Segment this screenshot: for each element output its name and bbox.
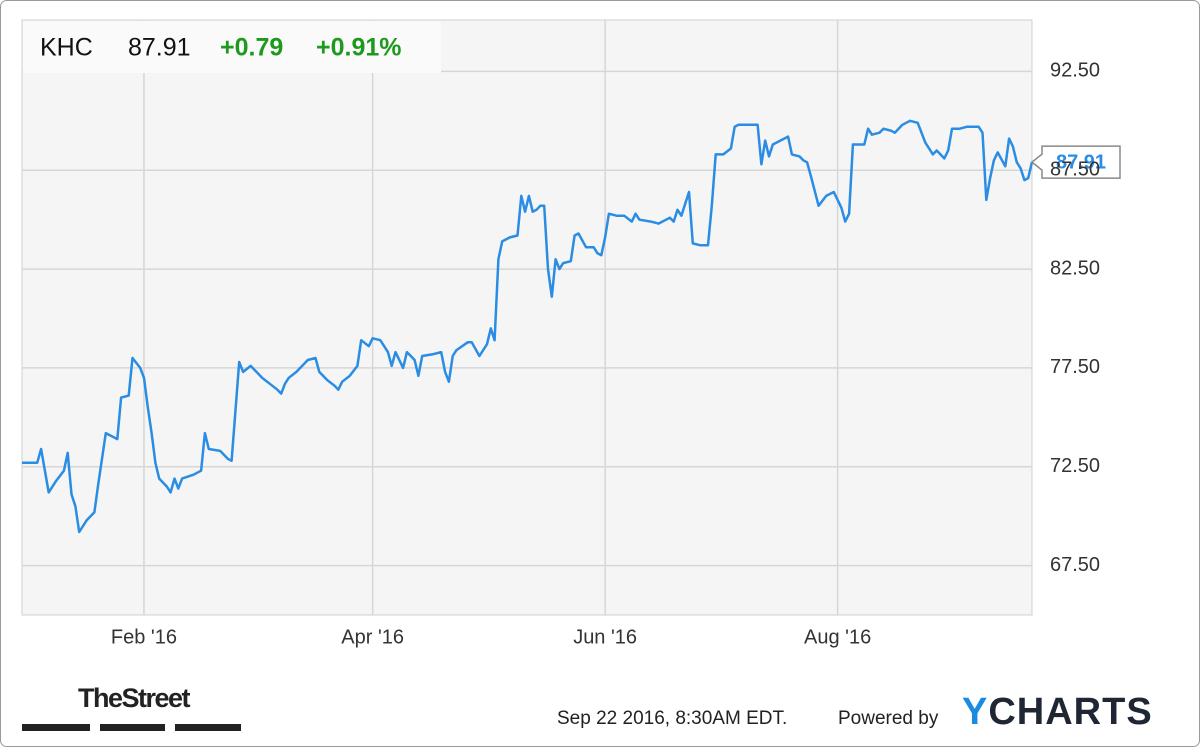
series [22, 119, 1034, 534]
timestamp: Sep 22 2016, 8:30AM EDT. [557, 708, 787, 729]
y-tick-label: 82.50 [1050, 257, 1100, 279]
price-line [22, 119, 1034, 534]
source-logo: TheStreet [78, 683, 191, 713]
header-box [23, 21, 441, 73]
y-tick-label: 77.50 [1050, 356, 1100, 378]
logo-bar [22, 724, 90, 731]
price: 87.91 [128, 34, 191, 62]
y-tick-label: 92.50 [1050, 60, 1100, 82]
last-price-callout: 87.91 [1030, 145, 1121, 179]
x-tick-label: Apr '16 [341, 626, 404, 648]
logo-bar [175, 724, 241, 731]
y-tick-label: 67.50 [1050, 554, 1100, 576]
powered-by: Powered by [838, 708, 939, 729]
grid [22, 20, 1032, 615]
change: +0.79 [220, 34, 283, 62]
callout-box [1030, 145, 1121, 179]
plot-area [21, 19, 1033, 616]
change-pct: +0.91% [316, 34, 402, 62]
y-tick-label: 87.50 [1050, 159, 1100, 181]
y-tick-label: 72.50 [1050, 455, 1100, 477]
x-tick-label: Aug '16 [804, 626, 871, 648]
x-tick-label: Jun '16 [573, 626, 637, 648]
symbol: KHC [40, 34, 93, 62]
logo-bar [100, 724, 165, 731]
callout-label: 87.91 [1056, 151, 1106, 173]
x-tick-label: Feb '16 [111, 626, 177, 648]
brand-logo: YCHARTS [962, 691, 1153, 733]
